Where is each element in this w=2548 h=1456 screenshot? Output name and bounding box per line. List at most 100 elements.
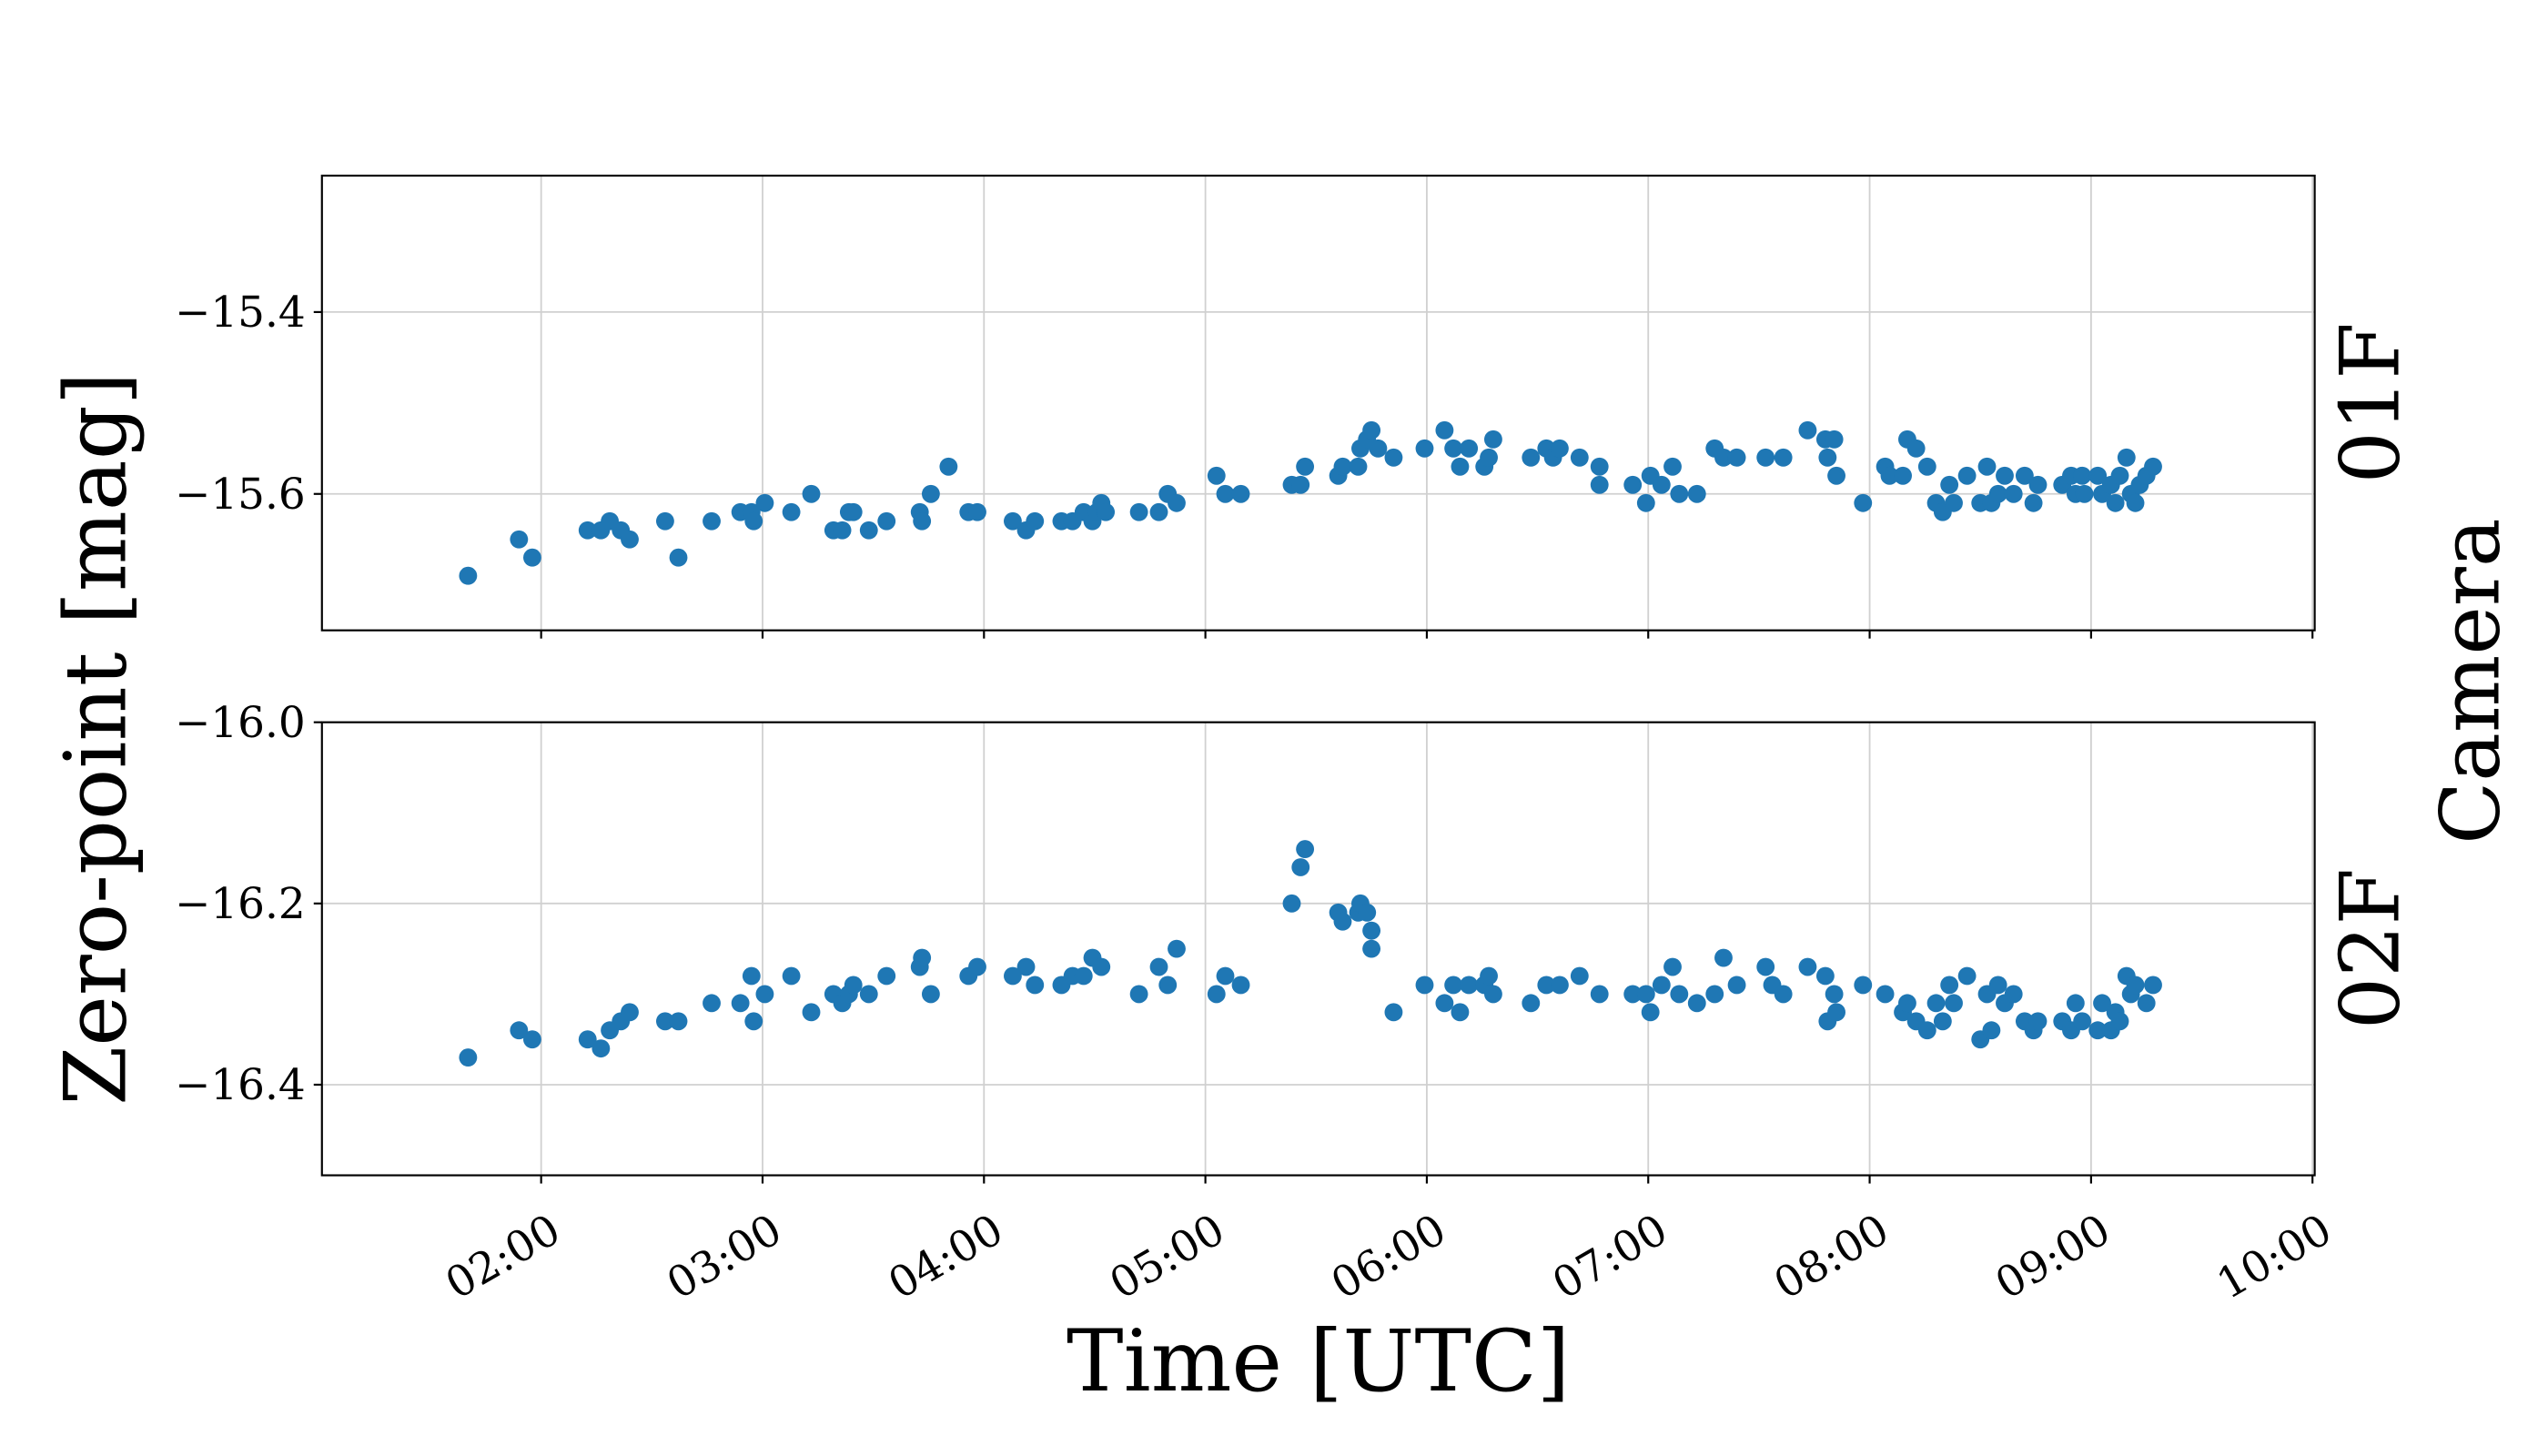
point <box>1940 475 1959 494</box>
axes-frame <box>320 174 2316 632</box>
point <box>2117 448 2136 467</box>
point <box>1641 1003 1660 1022</box>
y-tick-label: −16.2 <box>175 879 306 929</box>
point <box>1550 439 1569 458</box>
point <box>2066 994 2085 1013</box>
point <box>1369 439 1388 458</box>
point <box>1988 976 2007 995</box>
x-tick-label: 09:00 <box>1987 1205 2118 1309</box>
point <box>2004 985 2023 1004</box>
point <box>744 511 763 531</box>
point <box>2110 466 2129 485</box>
axes-frame <box>320 721 2316 1177</box>
point <box>1663 957 1682 976</box>
point <box>1670 985 1689 1004</box>
point <box>1623 985 1643 1004</box>
point <box>1216 966 1235 986</box>
point <box>1933 1012 1952 1031</box>
point <box>913 948 932 967</box>
point <box>703 994 721 1013</box>
point <box>2073 1012 2092 1031</box>
point <box>1296 457 1315 476</box>
point <box>703 511 721 531</box>
point <box>592 1039 611 1058</box>
point <box>1522 994 1541 1013</box>
point <box>2106 493 2125 512</box>
point <box>1216 484 1235 503</box>
point <box>510 1021 529 1040</box>
point <box>1570 966 1589 986</box>
point <box>1590 985 1609 1004</box>
point <box>2088 466 2108 485</box>
facet-title: Camera <box>2423 518 2519 844</box>
x-tick-label: 06:00 <box>1323 1205 1454 1309</box>
y-tick-label: −15.6 <box>175 470 306 520</box>
point <box>2024 493 2043 512</box>
point <box>1444 976 1463 995</box>
point <box>1636 985 1655 1004</box>
point <box>1945 493 1963 512</box>
point <box>2015 466 2034 485</box>
point <box>1537 976 1556 995</box>
point <box>859 985 878 1004</box>
point <box>1291 475 1310 494</box>
point <box>1415 439 1434 458</box>
point <box>1652 475 1671 494</box>
point <box>1687 484 1706 503</box>
point <box>669 1012 688 1031</box>
point <box>2144 457 2162 476</box>
point <box>1384 1003 1403 1022</box>
point <box>1917 457 1936 476</box>
point <box>844 976 863 995</box>
point <box>459 566 478 585</box>
point <box>1818 448 1837 467</box>
point <box>1016 957 1036 976</box>
point <box>1714 448 1733 467</box>
point <box>1231 976 1250 995</box>
point <box>2144 976 2162 995</box>
point <box>859 521 878 540</box>
point <box>1854 493 1873 512</box>
point <box>1522 448 1541 467</box>
point <box>968 957 986 976</box>
point <box>1774 448 1793 467</box>
point <box>1774 985 1793 1004</box>
point <box>1815 966 1835 986</box>
point <box>1988 484 2007 503</box>
point <box>1384 448 1403 467</box>
point <box>913 511 932 531</box>
point <box>1940 976 1959 995</box>
point <box>1168 939 1186 958</box>
point <box>844 502 863 521</box>
point <box>1004 511 1022 531</box>
point <box>1484 985 1502 1004</box>
point <box>1894 466 1912 485</box>
point <box>2088 1021 2108 1040</box>
point <box>1705 985 1724 1004</box>
point <box>877 511 896 531</box>
point <box>1714 948 1733 967</box>
point <box>1854 976 1873 995</box>
point <box>1906 439 1926 458</box>
point <box>1149 502 1168 521</box>
point <box>1727 976 1746 995</box>
point <box>578 1030 597 1049</box>
x-tick-label: 07:00 <box>1544 1205 1675 1309</box>
point <box>1282 894 1301 913</box>
point <box>1636 493 1655 512</box>
point <box>1460 439 1479 458</box>
point <box>1158 976 1178 995</box>
point <box>1652 976 1671 995</box>
point <box>2126 976 2145 995</box>
point <box>1149 957 1168 976</box>
point <box>1876 985 1895 1004</box>
point <box>1727 448 1746 467</box>
point <box>744 1012 763 1031</box>
point <box>1435 420 1454 440</box>
facet-label: 01F <box>2323 322 2419 483</box>
point <box>1333 912 1352 931</box>
point <box>1349 457 1368 476</box>
point <box>1358 903 1377 922</box>
point <box>459 1048 478 1067</box>
